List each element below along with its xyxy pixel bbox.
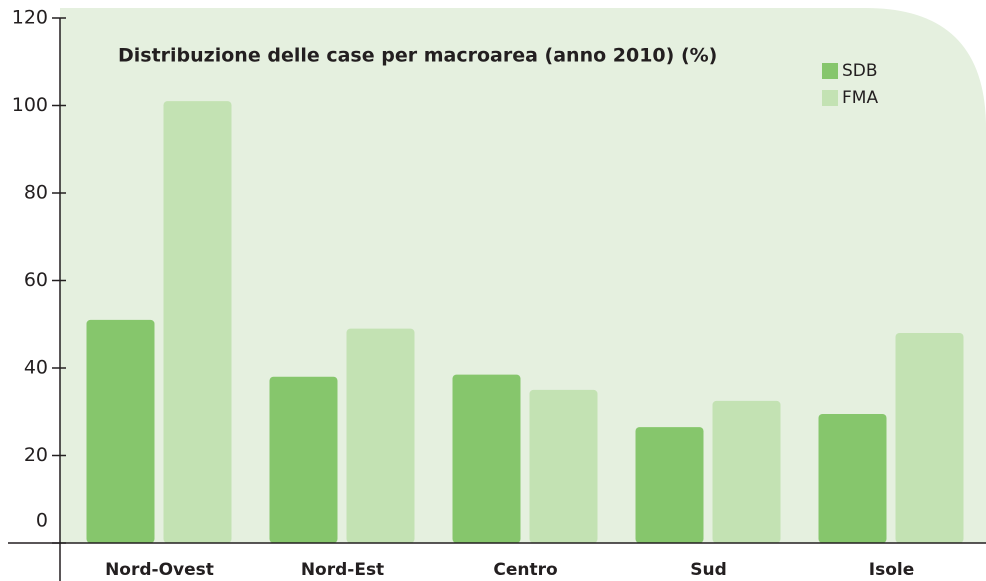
y-tick-label: 60 [24,269,48,291]
bar [452,374,521,543]
y-tick-label: 80 [24,182,48,204]
x-tick-label: Isole [869,560,914,580]
x-tick-label: Nord-Est [301,560,384,580]
y-tick-label: 0 [36,510,48,532]
bar [529,389,598,543]
y-tick-label: 20 [24,444,48,466]
legend-swatch [822,63,838,79]
bar [635,427,704,543]
y-tick-label: 40 [24,357,48,379]
x-tick-label: Nord-Ovest [105,560,214,580]
legend-swatch [822,90,838,106]
bar [269,376,338,543]
y-tick-label: 120 [12,7,48,29]
y-tick-label: 100 [12,94,48,116]
x-tick-label: Sud [690,560,727,580]
chart-title: Distribuzione delle case per macroarea (… [118,45,717,67]
bar [346,328,415,543]
bar [86,319,155,543]
bar [818,413,887,543]
bar [712,400,781,543]
legend-label: SDB [842,61,878,81]
bar [163,101,232,543]
bar [895,333,964,543]
legend-label: FMA [842,88,878,108]
x-tick-label: Centro [493,560,557,580]
